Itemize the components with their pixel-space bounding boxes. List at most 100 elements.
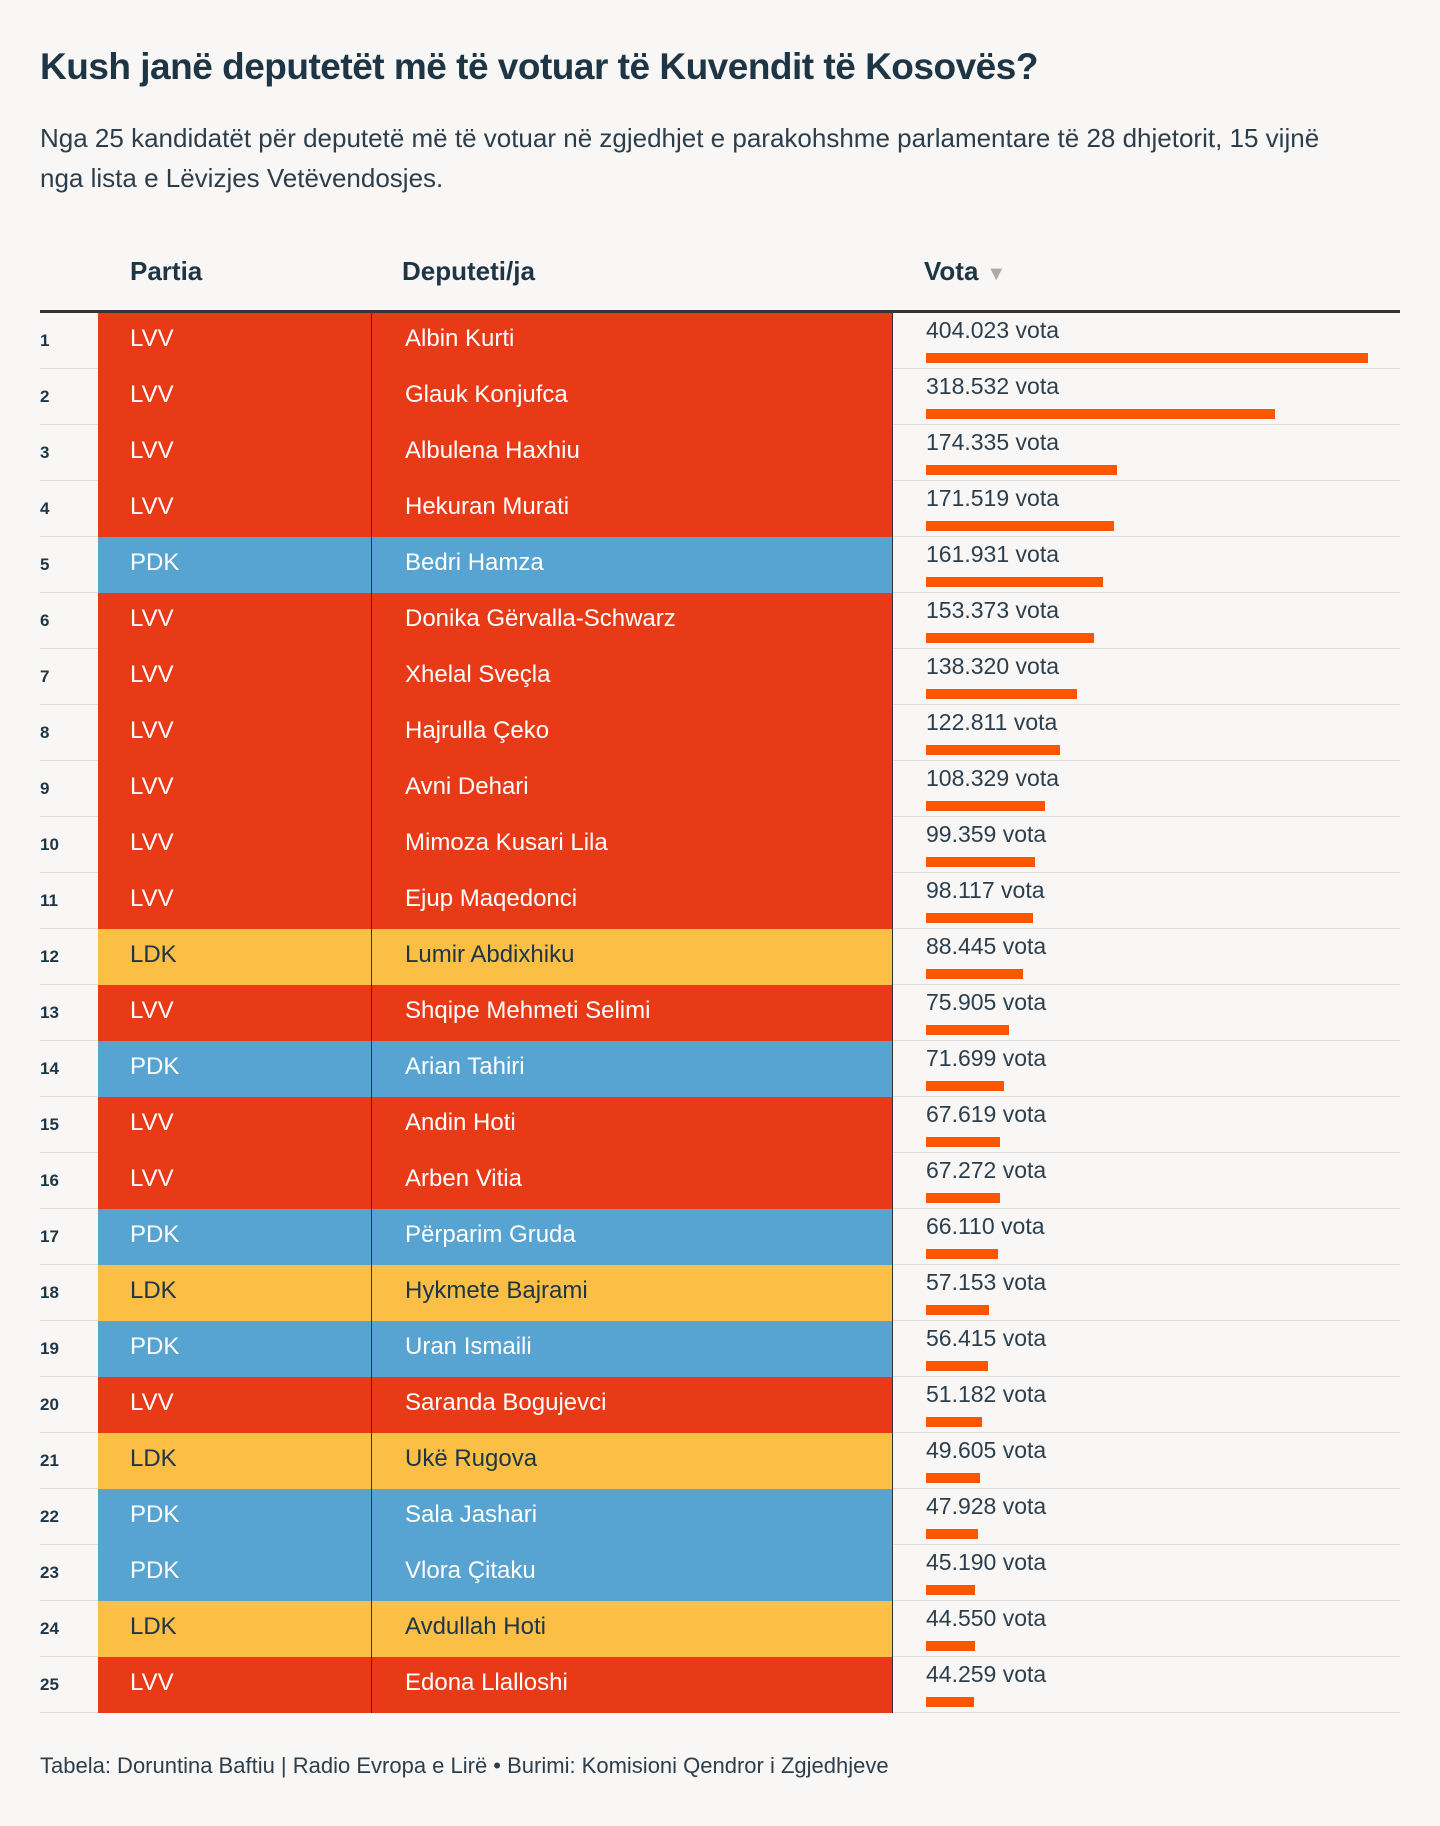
votes-bar [926, 521, 1114, 531]
table-row: 21 LDK Ukë Rugova 49.605 vota [40, 1433, 1400, 1489]
table-row: 19 PDK Uran Ismaili 56.415 vota [40, 1321, 1400, 1377]
rank: 14 [40, 1059, 59, 1078]
table-row: 3 LVV Albulena Haxhiu 174.335 vota [40, 425, 1400, 481]
deputy-name: Andin Hoti [371, 1097, 893, 1153]
subtitle: Nga 25 kandidatët për deputetë më të vot… [40, 123, 1320, 193]
deputy-name: Uran Ismaili [371, 1321, 893, 1377]
deputy-name: Albin Kurti [371, 313, 893, 369]
header-divider [40, 310, 1400, 313]
votes-label: 51.182 vota [926, 1381, 1047, 1407]
rank: 23 [40, 1563, 59, 1582]
deputy-name: Arian Tahiri [371, 1041, 893, 1097]
table-row: 23 PDK Vlora Çitaku 45.190 vota [40, 1545, 1400, 1601]
votes-label: 122.811 vota [926, 709, 1058, 735]
party-cell: LDK [98, 1433, 371, 1489]
votes-bar [926, 1473, 981, 1483]
deputy-name: Albulena Haxhiu [371, 425, 893, 481]
party-cell: LVV [98, 817, 371, 873]
votes-bar [926, 1641, 975, 1651]
votes-label: 161.931 vota [926, 541, 1060, 567]
votes-label: 44.550 vota [926, 1605, 1047, 1631]
deputy-name: Saranda Bogujevci [371, 1377, 893, 1433]
table-row: 24 LDK Avdullah Hoti 44.550 vota [40, 1601, 1400, 1657]
header-name[interactable]: Deputeti/ja [402, 256, 535, 286]
votes-bar [926, 913, 1034, 923]
rank: 11 [40, 891, 58, 910]
deputy-name: Avni Dehari [371, 761, 893, 817]
votes-label: 171.519 vota [926, 485, 1060, 511]
party-cell: LVV [98, 1657, 371, 1713]
table-row: 6 LVV Donika Gërvalla-Schwarz 153.373 vota [40, 593, 1400, 649]
rank: 5 [40, 555, 50, 574]
votes-label: 67.272 vota [926, 1157, 1047, 1183]
table-row: 5 PDK Bedri Hamza 161.931 vota [40, 537, 1400, 593]
votes-bar [926, 409, 1275, 419]
deputy-name: Mimoza Kusari Lila [371, 817, 893, 873]
rank: 18 [40, 1283, 59, 1302]
table-row: 12 LDK Lumir Abdixhiku 88.445 vota [40, 929, 1400, 985]
deputy-name: Avdullah Hoti [371, 1601, 893, 1657]
table-header: Partia Deputeti/ja Vota ▼ [40, 256, 1400, 312]
votes-bar [926, 465, 1117, 475]
party-cell: LVV [98, 985, 371, 1041]
table-row: 20 LVV Saranda Bogujevci 51.182 vota [40, 1377, 1400, 1433]
rank: 16 [40, 1171, 59, 1190]
party-cell: LVV [98, 649, 371, 705]
party-cell: LVV [98, 1097, 371, 1153]
party-cell: LVV [98, 313, 371, 369]
party-cell: LVV [98, 1377, 371, 1433]
rank: 4 [40, 499, 50, 518]
party-cell: LVV [98, 761, 371, 817]
votes-label: 153.373 vota [926, 597, 1060, 623]
votes-label: 47.928 vota [926, 1493, 1047, 1519]
table-row: 9 LVV Avni Dehari 108.329 vota [40, 761, 1400, 817]
rank: 6 [40, 611, 50, 630]
table-body: 1 LVV Albin Kurti 404.023 vota 2 LVV Glauk Kon… [40, 313, 1400, 1713]
votes-label: 45.190 vota [926, 1549, 1047, 1575]
party-cell: LVV [98, 481, 371, 537]
votes-label: 75.905 vota [926, 989, 1047, 1015]
header-party[interactable]: Partia [130, 256, 203, 286]
deputy-name: Hekuran Murati [371, 481, 893, 537]
rank: 19 [40, 1339, 59, 1358]
rank: 9 [40, 779, 50, 798]
votes-bar [926, 745, 1061, 755]
votes-bar [926, 1137, 1000, 1147]
votes-label: 108.329 vota [926, 765, 1060, 791]
table-row: 11 LVV Ejup Maqedonci 98.117 vota [40, 873, 1400, 929]
table-row: 22 PDK Sala Jashari 47.928 vota [40, 1489, 1400, 1545]
deputy-name: Shqipe Mehmeti Selimi [371, 985, 893, 1041]
header-votes[interactable]: Vota ▼ [924, 256, 1006, 287]
rank: 24 [40, 1619, 59, 1638]
votes-bar [926, 1305, 989, 1315]
table-row: 13 LVV Shqipe Mehmeti Selimi 75.905 vota [40, 985, 1400, 1041]
party-cell: LVV [98, 873, 371, 929]
party-cell: PDK [98, 1321, 371, 1377]
table-row: 2 LVV Glauk Konjufca 318.532 vota [40, 369, 1400, 425]
sort-descending-icon[interactable]: ▼ [986, 263, 1007, 285]
party-cell: PDK [98, 1489, 371, 1545]
votes-bar [926, 1249, 999, 1259]
party-cell: LVV [98, 1153, 371, 1209]
votes-bar [926, 577, 1104, 587]
deputy-name: Lumir Abdixhiku [371, 929, 893, 985]
votes-bar [926, 1697, 975, 1707]
votes-bar [926, 1025, 1009, 1035]
votes-bar [926, 353, 1368, 363]
party-cell: LVV [98, 593, 371, 649]
rank: 7 [40, 667, 50, 686]
votes-label: 56.415 vota [926, 1325, 1047, 1351]
table-row: 8 LVV Hajrulla Çeko 122.811 vota [40, 705, 1400, 761]
deputy-name: Vlora Çitaku [371, 1545, 893, 1601]
table-row: 1 LVV Albin Kurti 404.023 vota [40, 313, 1400, 369]
votes-label: 49.605 vota [926, 1437, 1047, 1463]
rank: 10 [40, 835, 59, 854]
table-row: 14 PDK Arian Tahiri 71.699 vota [40, 1041, 1400, 1097]
rank: 25 [40, 1675, 59, 1694]
votes-label: 71.699 vota [926, 1045, 1047, 1071]
votes-label: 98.117 vota [926, 877, 1045, 903]
votes-label: 99.359 vota [926, 821, 1047, 847]
rank: 12 [40, 947, 59, 966]
deputy-name: Ejup Maqedonci [371, 873, 893, 929]
deputy-name: Xhelal Sveçla [371, 649, 893, 705]
